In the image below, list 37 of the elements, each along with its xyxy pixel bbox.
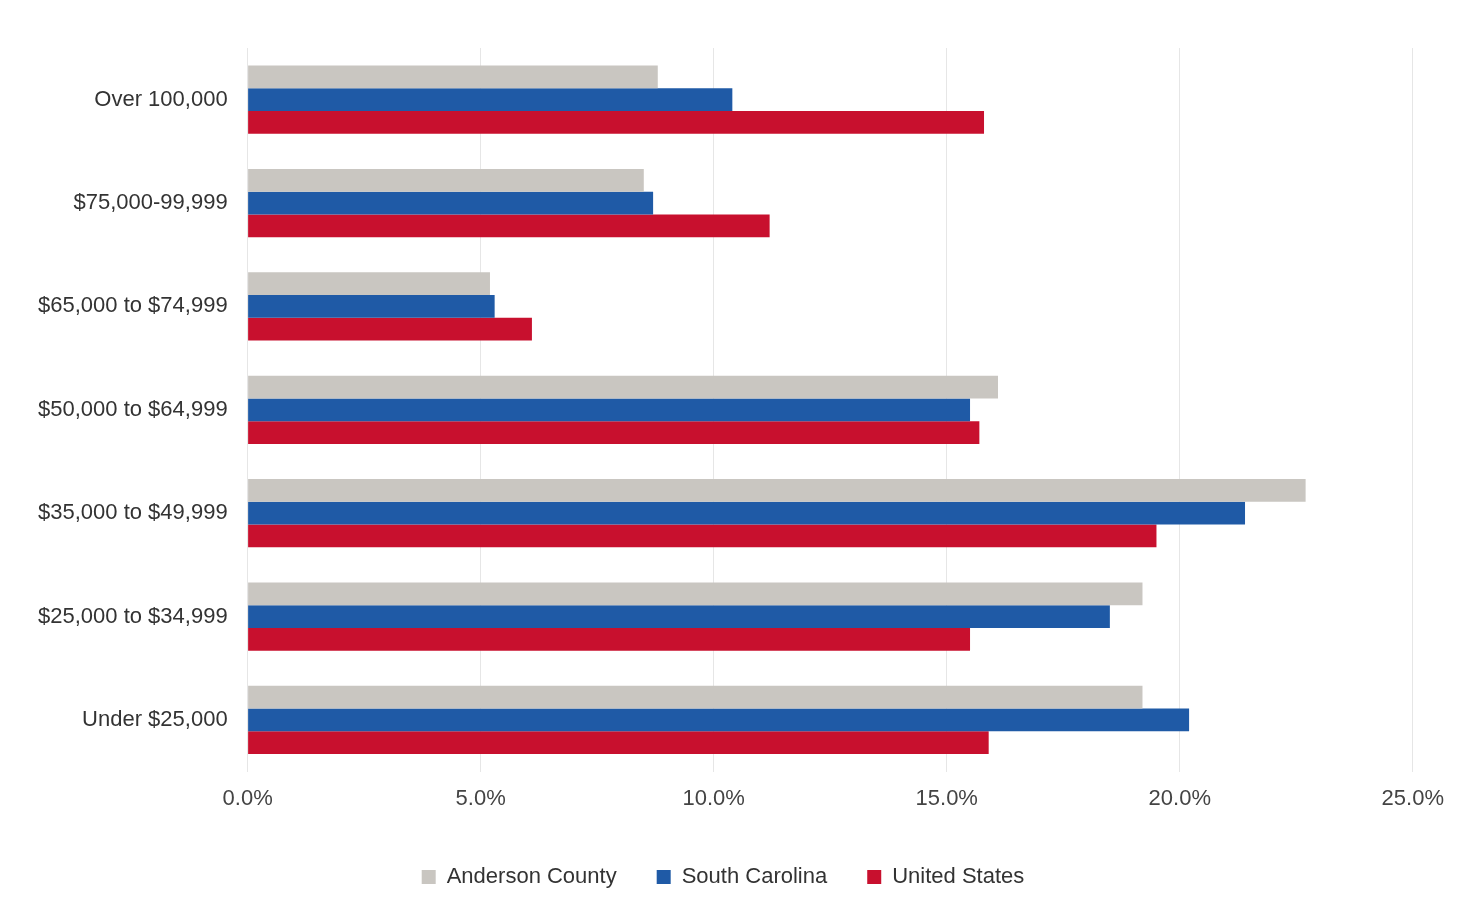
bar xyxy=(248,317,532,341)
bar xyxy=(248,582,1143,606)
bar xyxy=(248,88,733,112)
bar xyxy=(248,524,1157,548)
x-tick-label: 5.0% xyxy=(455,784,506,810)
bar xyxy=(248,398,971,422)
legend-label: Anderson County xyxy=(446,863,617,889)
bar xyxy=(248,685,1143,709)
bar xyxy=(248,65,658,89)
y-tick-label: $50,000 to $64,999 xyxy=(38,395,228,421)
bar xyxy=(248,375,998,399)
x-tick-label: 10.0% xyxy=(682,784,745,810)
legend-label: United States xyxy=(892,863,1025,889)
bar xyxy=(248,605,1110,628)
bar xyxy=(248,421,980,444)
x-tick-label: 20.0% xyxy=(1148,784,1211,810)
y-tick-label: $75,000-99,999 xyxy=(73,189,228,215)
bar xyxy=(248,111,985,134)
y-tick-label: $35,000 to $49,999 xyxy=(38,499,228,525)
bar xyxy=(248,214,770,238)
bar xyxy=(248,501,1246,525)
y-tick-label: $25,000 to $34,999 xyxy=(38,602,228,628)
x-tick-label: 25.0% xyxy=(1381,784,1445,810)
y-tick-label: Under $25,000 xyxy=(82,705,228,731)
bar xyxy=(248,295,495,318)
bar xyxy=(248,168,644,192)
bar xyxy=(248,272,490,296)
legend-label: South Carolina xyxy=(681,863,828,889)
x-tick-label: 0.0% xyxy=(222,784,273,810)
y-tick-label: $65,000 to $74,999 xyxy=(38,292,228,318)
x-tick-label: 15.0% xyxy=(915,784,978,810)
y-tick-label: Over 100,000 xyxy=(94,85,228,111)
bar xyxy=(248,191,654,215)
bar xyxy=(248,731,989,755)
bar xyxy=(248,627,971,651)
bar xyxy=(248,479,1306,502)
bar xyxy=(248,708,1190,732)
